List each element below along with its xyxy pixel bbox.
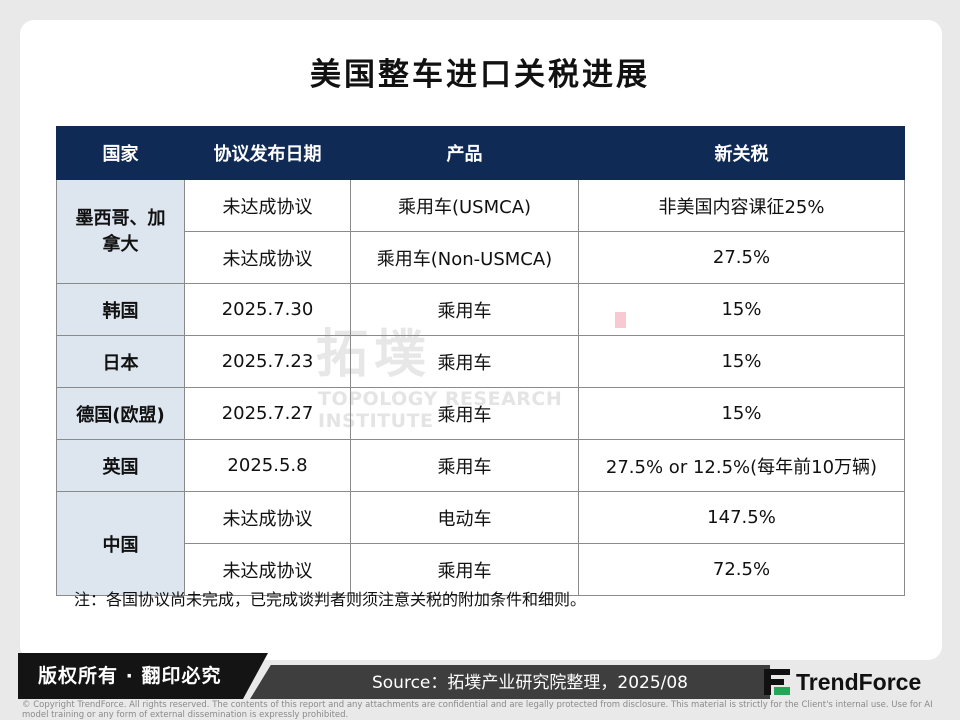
product-cell: 乘用车 — [350, 283, 579, 336]
table-row: 未达成协议 乘用车(Non-USMCA) 27.5% — [57, 231, 905, 284]
tariff-cell: 27.5% — [578, 231, 905, 284]
date-cell: 2025.5.8 — [184, 439, 351, 492]
brand-logo: TrendForce — [764, 666, 921, 698]
table-row: 日本 2025.7.23 乘用车 15% — [56, 335, 905, 388]
product-cell: 乘用车 — [350, 335, 579, 388]
tariff-cell: 147.5% — [578, 491, 905, 544]
table-row: 墨西哥、加拿大 未达成协议 乘用车(USMCA) 非美国内容课征25% — [56, 179, 905, 284]
product-cell: 乘用车 — [350, 439, 579, 492]
tariff-table: 国家 协议发布日期 产品 新关税 墨西哥、加拿大 未达成协议 乘用车(USMCA… — [56, 126, 905, 596]
tariff-cell: 15% — [578, 283, 905, 336]
table-header-row: 国家 协议发布日期 产品 新关税 — [56, 126, 905, 180]
table-row: 德国(欧盟) 2025.7.27 乘用车 15% — [56, 387, 905, 440]
country-cell: 英国 — [56, 439, 185, 492]
tariff-cell: 非美国内容课征25% — [578, 179, 905, 232]
country-name: 墨西哥、加拿大 — [75, 207, 166, 255]
country-cell: 韩国 — [56, 283, 185, 336]
date-cell: 未达成协议 — [184, 491, 351, 544]
product-cell: 乘用车(Non-USMCA) — [350, 231, 579, 284]
tariff-cell: 15% — [578, 335, 905, 388]
page-title: 美国整车进口关税进展 — [310, 57, 650, 93]
product-cell: 乘用车(USMCA) — [350, 179, 579, 232]
trendforce-logo-icon — [764, 669, 790, 695]
tariff-cell: 27.5% or 12.5%(每年前10万辆) — [578, 439, 905, 492]
legal-disclaimer: © Copyright TrendForce. All rights reser… — [22, 700, 933, 720]
table-row: 英国 2025.5.8 乘用车 27.5% or 12.5%(每年前10万辆) — [56, 439, 905, 492]
date-cell: 2025.7.30 — [184, 283, 351, 336]
product-cell: 乘用车 — [350, 387, 579, 440]
header-date: 协议发布日期 — [184, 126, 351, 180]
product-cell: 电动车 — [350, 491, 579, 544]
tariff-cell: 72.5% — [578, 543, 905, 596]
tariff-cell: 15% — [578, 387, 905, 440]
copyright-badge: 版权所有 · 翻印必究 — [18, 653, 268, 699]
date-cell: 未达成协议 — [184, 543, 351, 596]
date-cell: 2025.7.27 — [184, 387, 351, 440]
header-product: 产品 — [350, 126, 579, 180]
table-row: 中国 未达成协议 电动车 147.5% — [56, 491, 905, 596]
header-country: 国家 — [56, 126, 185, 180]
date-cell: 未达成协议 — [184, 179, 351, 232]
country-cell: 日本 — [56, 335, 185, 388]
table-row: 韩国 2025.7.30 乘用车 15% — [56, 283, 905, 336]
header-tariff: 新关税 — [578, 126, 905, 180]
country-cell: 墨西哥、加拿大 — [56, 179, 185, 284]
country-cell: 德国(欧盟) — [56, 387, 185, 440]
footnote: 注：各国协议尚未完成，已完成谈判者则须注意关税的附加条件和细则。 — [74, 590, 587, 609]
date-cell: 未达成协议 — [184, 231, 351, 284]
product-cell: 乘用车 — [350, 543, 579, 596]
date-cell: 2025.7.23 — [184, 335, 351, 388]
table-row: 未达成协议 乘用车 72.5% — [57, 543, 905, 596]
country-cell: 中国 — [56, 491, 185, 596]
source-label: Source：拓墣产业研究院整理，2025/08 — [250, 665, 770, 699]
brand-name: TrendForce — [796, 668, 922, 695]
